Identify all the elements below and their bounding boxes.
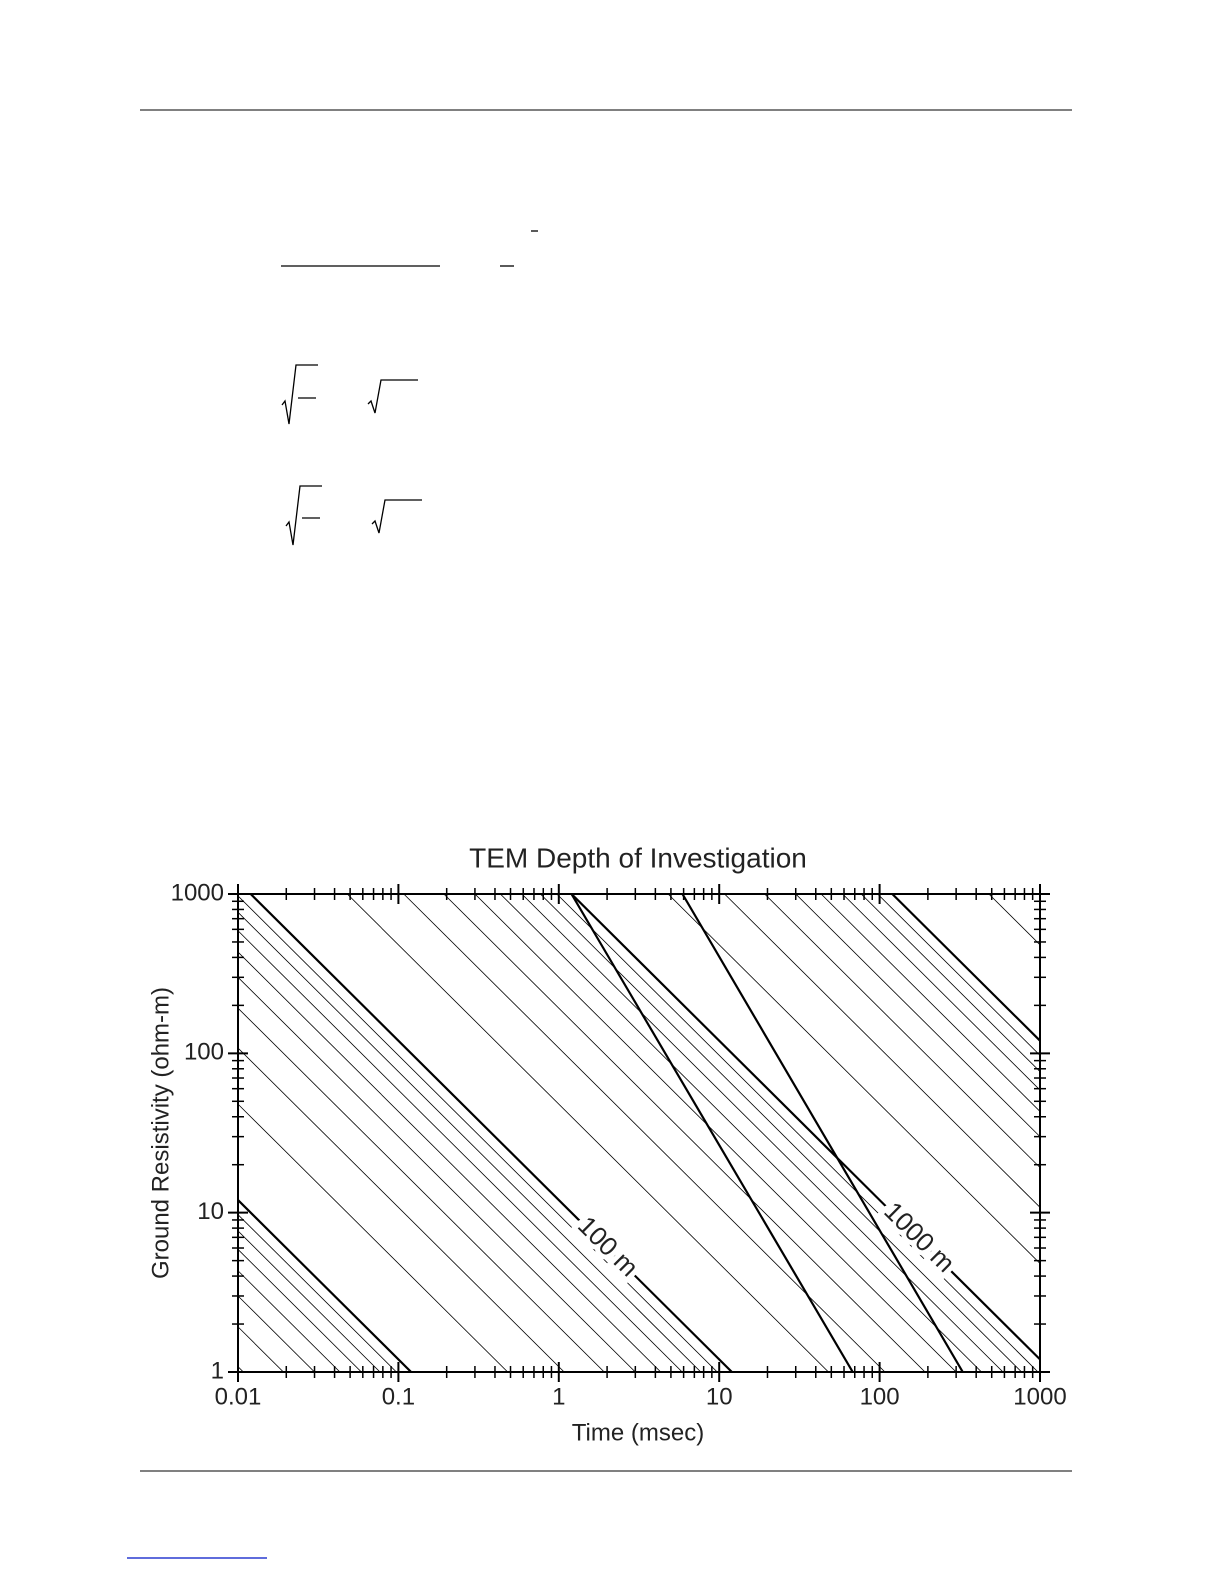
x-tick-label: 100 — [860, 1383, 900, 1410]
depth-line — [667, 894, 1040, 1264]
y-tick-label: 1 — [211, 1357, 224, 1384]
depth-line — [238, 1249, 362, 1372]
chart-title: TEM Depth of Investigation — [469, 842, 807, 873]
depth-line — [988, 894, 1040, 946]
depth-line — [238, 1230, 381, 1372]
depth-line — [238, 951, 662, 1372]
depth-line — [891, 894, 1040, 1042]
depth-line — [681, 894, 964, 1372]
y-tick-label: 100 — [184, 1039, 224, 1066]
depth-line — [238, 1326, 284, 1372]
depth-line — [238, 1199, 412, 1372]
x-tick-label: 0.1 — [382, 1383, 415, 1410]
depth-line — [443, 894, 926, 1372]
depth-line — [556, 894, 1039, 1372]
depth-line — [570, 894, 1040, 1361]
x-tick-label: 0.01 — [215, 1383, 262, 1410]
depth-line — [238, 911, 702, 1372]
depth-line — [500, 894, 982, 1372]
depth-line — [820, 894, 1040, 1112]
depth-line — [238, 1103, 508, 1372]
depth-line — [540, 894, 1022, 1372]
depth-line — [249, 894, 733, 1372]
x-tick-label: 1000 — [1013, 1383, 1066, 1410]
depth-line — [346, 894, 829, 1372]
depth-line — [860, 894, 1040, 1072]
depth-line — [238, 1214, 397, 1372]
depth-line — [474, 894, 957, 1372]
x-tick-label: 10 — [706, 1383, 733, 1410]
depth-line — [238, 930, 683, 1372]
y-tick-label: 1000 — [171, 879, 224, 906]
depth-line — [570, 894, 854, 1372]
depth-line — [238, 1295, 315, 1372]
x-axis-label: Time (msec) — [572, 1419, 704, 1446]
equation-fragments — [281, 230, 538, 546]
plot-frame — [237, 893, 1041, 1373]
y-tick-label: 10 — [197, 1198, 224, 1225]
depth-line — [764, 894, 1040, 1168]
x-tick-label: 1 — [552, 1383, 565, 1410]
depth-line — [877, 894, 1040, 1056]
depth-line — [521, 894, 1004, 1372]
depth-line — [238, 895, 718, 1372]
depth-line — [238, 1007, 605, 1372]
depth-line — [724, 894, 1040, 1208]
depth-line — [842, 894, 1040, 1091]
depth-line — [795, 894, 1040, 1137]
depth-line — [238, 977, 636, 1372]
y-axis-label: Ground Resistivity (ohm-m) — [147, 987, 174, 1279]
depth-line — [238, 1270, 341, 1372]
depth-line — [238, 1047, 565, 1372]
